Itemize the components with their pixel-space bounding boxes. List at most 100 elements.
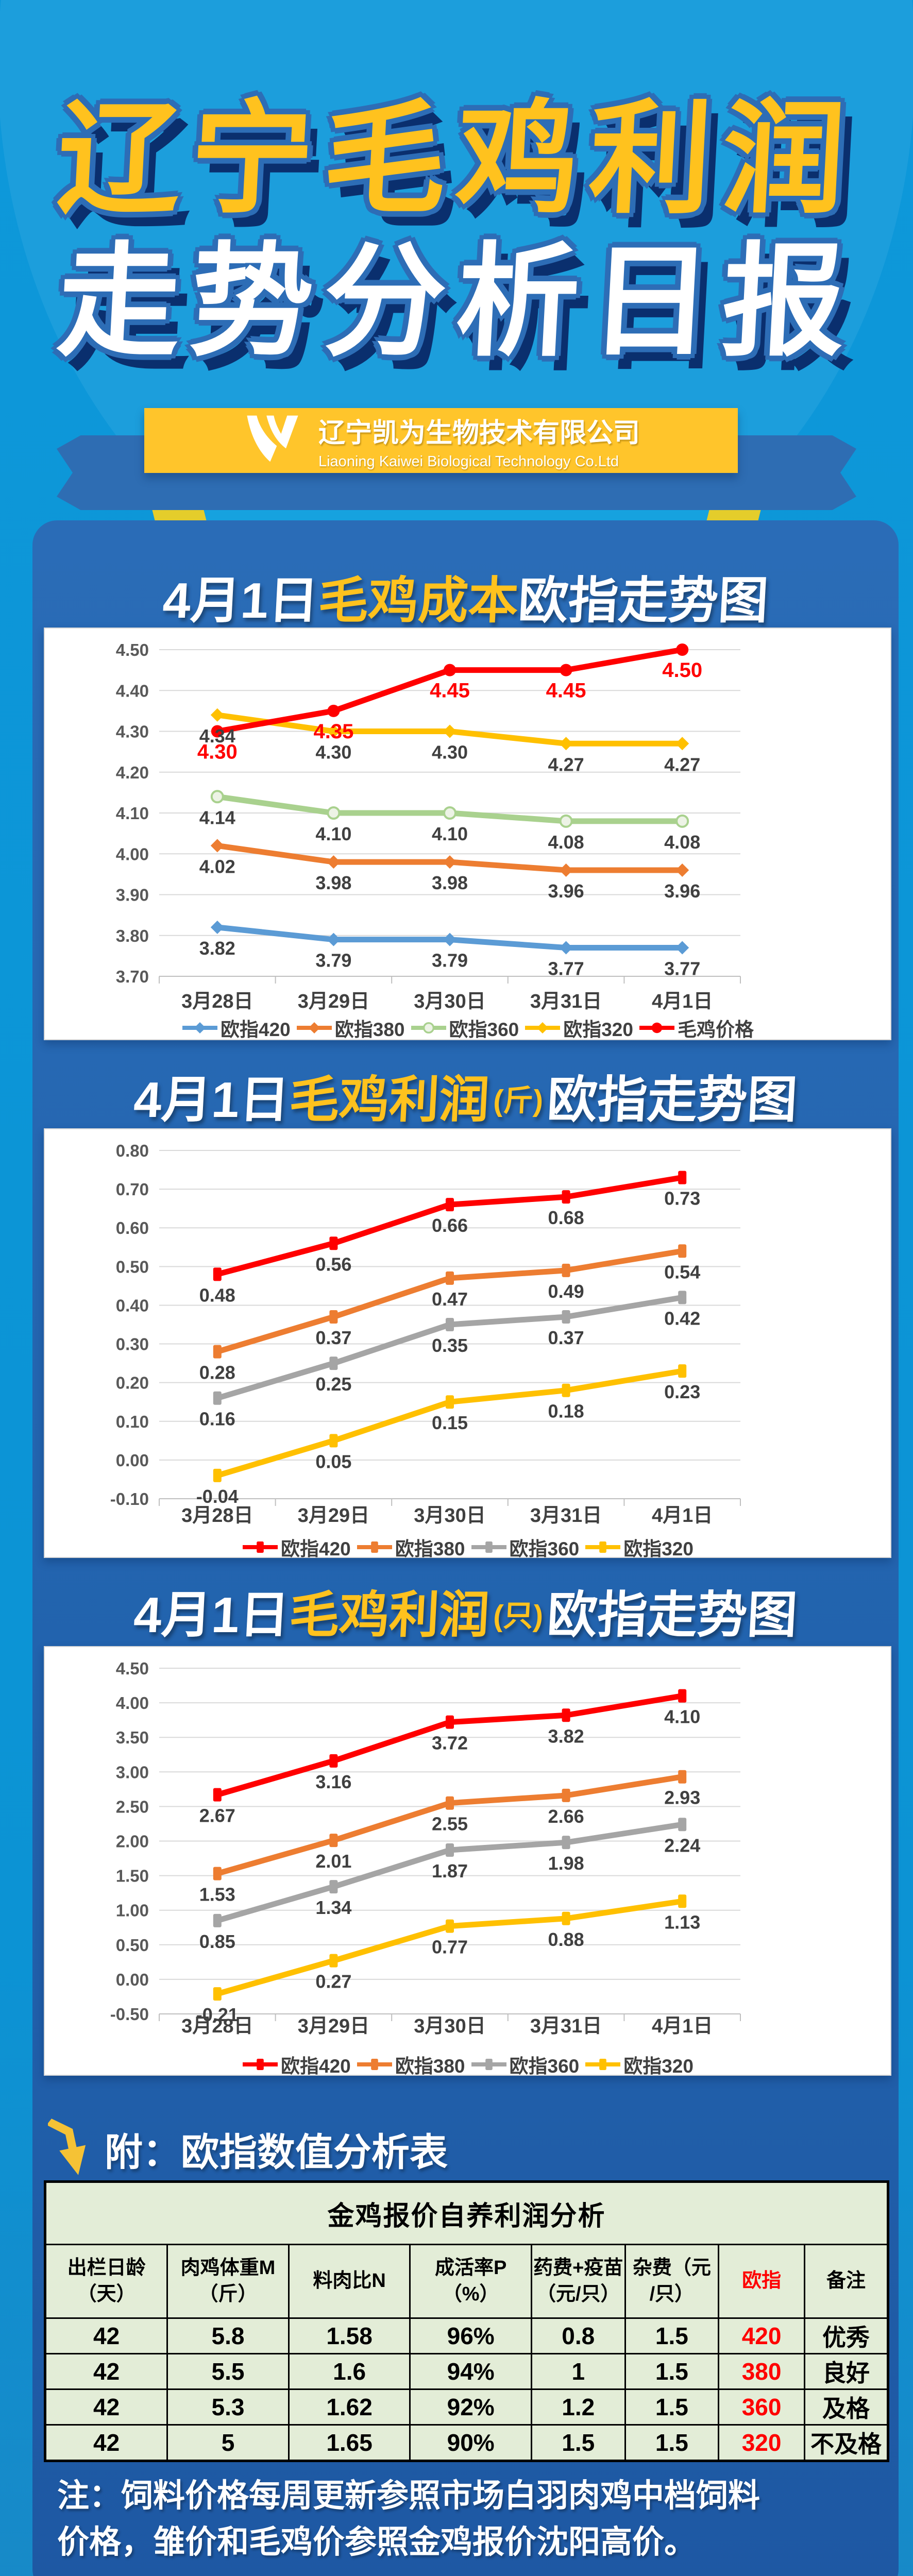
table-cell: 1.5 [624,2388,720,2426]
legend-item: 毛鸡价格 [638,1014,754,1042]
table-row: 42 5.5 1.6 94% 1 1.5 380 良好 [44,2353,889,2390]
chart-title-highlight: 毛鸡成本 [317,572,520,629]
chart-title-suffix: 欧指走势图 [517,572,770,629]
svg-text:3月30日: 3月30日 [414,2015,485,2037]
legend-marker [471,2058,506,2071]
legend-marker [585,1541,621,1553]
svg-text:0.16: 0.16 [199,1409,235,1430]
svg-text:2.00: 2.00 [116,1832,149,1851]
svg-text:4.45: 4.45 [430,680,470,702]
chart-title-prefix: 4月1日 [161,572,320,629]
svg-text:4.30: 4.30 [432,742,468,763]
svg-text:4.30: 4.30 [315,742,351,763]
legend-label: 欧指420 [221,1019,291,1040]
legend-label: 欧指360 [509,1538,580,1560]
legend-label: 欧指380 [334,1019,405,1040]
svg-text:0.73: 0.73 [664,1188,700,1209]
svg-text:3.90: 3.90 [116,886,149,905]
table-row: 42 5.8 1.58 96% 0.8 1.5 420 优秀 [44,2317,889,2354]
table-header-row: 出栏日龄 （天） 肉鸡体重M （斤） 料肉比N 成活率P （%） 药费+疫苗 （元/只）… [44,2244,889,2319]
table-cell: 42 [44,2317,168,2354]
legend-item: 欧指420 [242,2050,351,2078]
svg-text:0.66: 0.66 [432,1215,468,1236]
table-cell: 92% [409,2388,532,2426]
table-header-cell: 肉鸡体重M （斤） [166,2244,290,2319]
table-cell: 及格 [804,2388,889,2426]
svg-text:0.00: 0.00 [116,1451,149,1470]
svg-text:3.98: 3.98 [432,872,468,893]
legend-marker [357,2058,392,2071]
chart-legend: 欧指420 欧指380 欧指360 欧指320 [45,2050,890,2078]
svg-text:0.10: 0.10 [116,1412,149,1431]
svg-text:3.82: 3.82 [199,938,235,959]
chart-title: 4月1日毛鸡利润(只)欧指走势图 [31,1587,900,1643]
svg-text:3.00: 3.00 [116,1762,149,1782]
legend-item: 欧指320 [524,1014,633,1042]
legend-marker [243,2058,278,2071]
svg-text:3.80: 3.80 [116,926,149,945]
chart-legend: 欧指420 欧指380 欧指360 欧指320 [45,1533,890,1561]
chart-title-suffix: 欧指走势图 [546,1587,799,1643]
legend-label: 欧指360 [449,1019,519,1040]
svg-text:3.77: 3.77 [664,958,700,979]
legend-label: 欧指420 [281,1538,351,1560]
svg-text:3月29日: 3月29日 [298,991,369,1012]
chart-title-suffix: 欧指走势图 [546,1072,799,1128]
svg-text:4.30: 4.30 [197,741,238,764]
svg-text:4.50: 4.50 [116,640,149,659]
legend-label: 毛鸡价格 [677,1019,754,1040]
svg-text:-0.10: -0.10 [110,1489,149,1509]
svg-text:1.13: 1.13 [664,1911,700,1933]
svg-text:0.15: 0.15 [432,1412,468,1433]
svg-text:0.00: 0.00 [116,1970,149,1989]
company-logo-icon [247,415,298,462]
svg-text:0.54: 0.54 [664,1261,700,1282]
table-row: 42 5 1.65 90% 1.5 1.5 320 不及格 [44,2424,889,2462]
legend-item: 欧指380 [296,1014,405,1042]
table-cell: 420 [718,2317,805,2354]
table-cell: 94% [409,2353,532,2390]
legend-marker [525,1022,561,1034]
svg-text:4月1日: 4月1日 [652,1505,713,1527]
svg-text:4.10: 4.10 [664,1706,700,1727]
svg-text:4.50: 4.50 [662,659,702,682]
table-cell: 96% [409,2317,532,2354]
svg-text:4.10: 4.10 [315,823,351,844]
svg-text:3月28日: 3月28日 [181,991,253,1012]
svg-text:2.67: 2.67 [199,1805,235,1826]
legend-label: 欧指380 [395,1538,465,1560]
svg-text:-0.04: -0.04 [196,1486,239,1507]
company-name-cn: 辽宁凯为生物技术有限公司 [318,418,640,448]
table-cell: 不及格 [804,2424,889,2462]
svg-text:3月31日: 3月31日 [530,1505,602,1527]
svg-text:3.16: 3.16 [315,1771,351,1792]
table-header-cell: 备注 [804,2244,889,2319]
svg-text:3月29日: 3月29日 [298,1505,369,1527]
svg-text:0.85: 0.85 [199,1931,235,1952]
svg-text:4.40: 4.40 [116,681,149,700]
chart-title-highlight: 毛鸡利润 [288,1587,491,1643]
svg-text:0.68: 0.68 [548,1207,584,1228]
legend-item: 欧指360 [470,2050,579,2078]
svg-text:4.45: 4.45 [546,680,586,702]
svg-text:0.05: 0.05 [315,1451,351,1472]
svg-text:3.96: 3.96 [664,880,700,902]
table-title-row: 金鸡报价自养利润分析 [44,2181,889,2245]
legend-item: 欧指380 [356,1533,465,1561]
svg-text:3月28日: 3月28日 [181,1505,253,1527]
chart-plot: 4.50 4.00 3.50 3.00 2.50 2.00 1.50 1.00 0.50 0.00… [110,1659,741,2037]
chart-title-unit: (斤) [492,1084,544,1117]
attachment-section: 附：欧指数值分析表 [48,2115,448,2182]
table-cell: 1.6 [288,2353,411,2390]
table-header-cell: 成活率P （%） [409,2244,532,2319]
svg-text:4月1日: 4月1日 [652,2015,713,2037]
legend-marker [296,1022,332,1034]
svg-text:1.53: 1.53 [199,1884,235,1905]
svg-text:3.82: 3.82 [548,1725,584,1747]
svg-text:4.10: 4.10 [116,804,149,823]
svg-text:3.70: 3.70 [116,967,149,986]
svg-text:0.50: 0.50 [116,1936,149,1955]
svg-text:2.55: 2.55 [432,1814,468,1835]
svg-text:4.02: 4.02 [199,856,235,877]
